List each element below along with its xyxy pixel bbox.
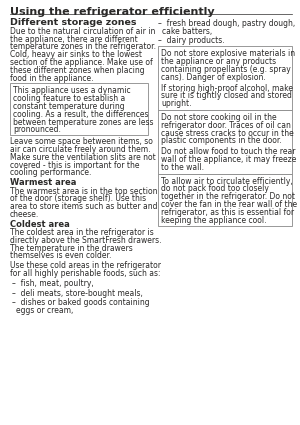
Text: Make sure the ventilation slits are not: Make sure the ventilation slits are not	[10, 153, 156, 162]
Text: eggs or cream,: eggs or cream,	[16, 306, 74, 315]
Text: the appliance, there are different: the appliance, there are different	[10, 34, 138, 44]
Text: To allow air to circulate efficiently,: To allow air to circulate efficiently,	[161, 177, 293, 186]
Text: Warmest area: Warmest area	[10, 178, 76, 187]
Text: together in the refrigerator. Do not: together in the refrigerator. Do not	[161, 192, 295, 201]
Text: refrigerator door. Traces of oil can: refrigerator door. Traces of oil can	[161, 121, 291, 130]
Bar	[10, 83, 148, 135]
Text: Using the refrigerator efficiently: Using the refrigerator efficiently	[10, 7, 214, 17]
Text: air can circulate freely around them.: air can circulate freely around them.	[10, 145, 151, 154]
Text: keeping the appliance cool.: keeping the appliance cool.	[161, 215, 266, 224]
Text: cheese.: cheese.	[10, 210, 39, 219]
Text: The temperature in the drawers: The temperature in the drawers	[10, 244, 133, 252]
Text: cake batters,: cake batters,	[162, 27, 212, 36]
Text: containing propellants (e.g. spray: containing propellants (e.g. spray	[161, 65, 291, 74]
Text: –  dairy products.: – dairy products.	[158, 36, 225, 45]
Text: directly above the SmartFresh drawers.: directly above the SmartFresh drawers.	[10, 236, 161, 245]
Text: temperature zones in the refrigerator.: temperature zones in the refrigerator.	[10, 42, 156, 51]
Text: Leave some space between items, so: Leave some space between items, so	[10, 137, 153, 146]
Text: cooling feature to establish a: cooling feature to establish a	[13, 94, 125, 103]
Text: refrigerator, as this is essential for: refrigerator, as this is essential for	[161, 208, 294, 217]
Text: the appliance or any products: the appliance or any products	[161, 57, 276, 66]
Text: –  fish, meat, poultry,: – fish, meat, poultry,	[12, 279, 94, 288]
Bar	[158, 173, 292, 227]
Text: Due to the natural circulation of air in: Due to the natural circulation of air in	[10, 27, 155, 36]
Text: plastic components in the door.: plastic components in the door.	[161, 136, 282, 145]
Text: area to store items such as butter and: area to store items such as butter and	[10, 202, 158, 211]
Text: cooling. As a result, the differences: cooling. As a result, the differences	[13, 110, 148, 119]
Text: This appliance uses a dynamic: This appliance uses a dynamic	[13, 86, 130, 95]
Text: of the door (storage shelf). Use this: of the door (storage shelf). Use this	[10, 194, 146, 203]
Text: –  dishes or baked goods containing: – dishes or baked goods containing	[12, 298, 150, 307]
Text: If storing high-proof alcohol, make: If storing high-proof alcohol, make	[161, 84, 293, 93]
Text: for all highly perishable foods, such as:: for all highly perishable foods, such as…	[10, 269, 160, 278]
Text: do not pack food too closely: do not pack food too closely	[161, 184, 269, 193]
Text: cans). Danger of explosion.: cans). Danger of explosion.	[161, 73, 266, 82]
Text: sure it is tightly closed and stored: sure it is tightly closed and stored	[161, 91, 292, 100]
Bar	[158, 46, 292, 110]
Text: The coldest area in the refrigerator is: The coldest area in the refrigerator is	[10, 228, 154, 237]
Text: –  fresh bread dough, pastry dough,: – fresh bread dough, pastry dough,	[158, 19, 295, 28]
Text: upright.: upright.	[161, 99, 191, 108]
Text: Do not store cooking oil in the: Do not store cooking oil in the	[161, 113, 277, 122]
Text: these different zones when placing: these different zones when placing	[10, 66, 145, 75]
Text: –  deli meats, store-bought meals,: – deli meats, store-bought meals,	[12, 289, 143, 298]
Text: Do not store explosive materials in: Do not store explosive materials in	[161, 49, 295, 58]
Text: food in the appliance.: food in the appliance.	[10, 74, 94, 82]
Text: Coldest area: Coldest area	[10, 220, 70, 229]
Text: covered - this is important for the: covered - this is important for the	[10, 161, 140, 170]
Text: to the wall.: to the wall.	[161, 163, 204, 172]
Text: cooling performance.: cooling performance.	[10, 168, 92, 177]
Text: Cold, heavy air sinks to the lowest: Cold, heavy air sinks to the lowest	[10, 50, 142, 59]
Text: cause stress cracks to occur in the: cause stress cracks to occur in the	[161, 129, 294, 138]
Text: Use these cold areas in the refrigerator: Use these cold areas in the refrigerator	[10, 261, 161, 270]
Text: cover the fan in the rear wall of the: cover the fan in the rear wall of the	[161, 200, 297, 209]
Text: pronounced.: pronounced.	[13, 125, 61, 134]
Text: constant temperature during: constant temperature during	[13, 102, 124, 111]
Text: Do not allow food to touch the rear: Do not allow food to touch the rear	[161, 147, 296, 156]
Text: Different storage zones: Different storage zones	[10, 18, 136, 27]
Text: themselves is even colder.: themselves is even colder.	[10, 252, 111, 261]
Text: The warmest area is in the top section: The warmest area is in the top section	[10, 187, 158, 196]
Text: wall of the appliance, it may freeze: wall of the appliance, it may freeze	[161, 155, 296, 164]
Text: section of the appliance. Make use of: section of the appliance. Make use of	[10, 58, 153, 67]
Bar	[158, 110, 292, 173]
Text: between temperature zones are less: between temperature zones are less	[13, 118, 154, 127]
